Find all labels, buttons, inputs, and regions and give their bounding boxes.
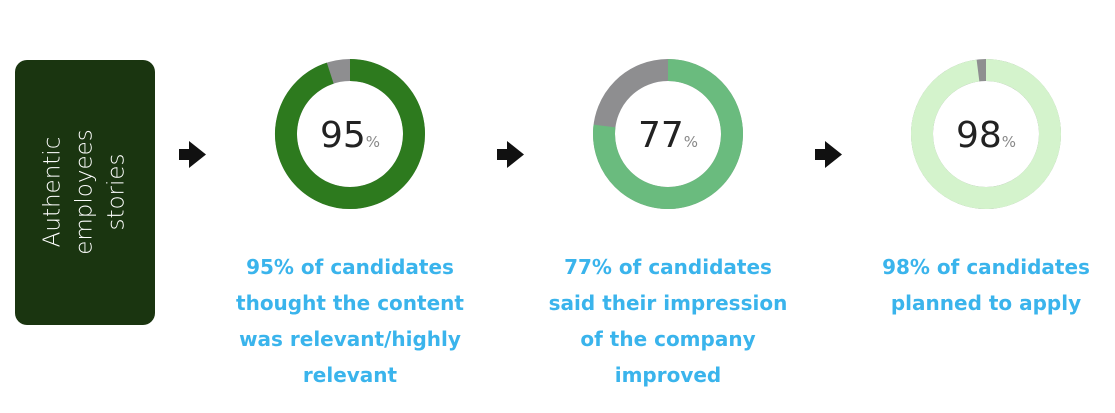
value-number: 98 — [956, 115, 1002, 156]
arrow — [179, 141, 206, 168]
donut-value: 95% — [320, 115, 380, 156]
arrow-shaft — [179, 149, 191, 160]
value-number: 95 — [320, 115, 366, 156]
arrow-shaft — [815, 149, 827, 160]
arrow-shaft — [497, 149, 509, 160]
donut-arc — [593, 59, 743, 209]
caption: 98% of candidates planned to apply — [882, 255, 1090, 315]
donut-arc — [275, 59, 425, 209]
caption: 77% of candidates said their impression … — [548, 255, 788, 387]
value-unit: % — [366, 133, 380, 151]
donut-value: 98% — [956, 115, 1016, 156]
donut-value: 77% — [638, 115, 698, 156]
arrow-head — [507, 141, 524, 168]
arrow — [815, 141, 842, 168]
arrow-head — [189, 141, 206, 168]
value-unit: % — [684, 133, 698, 151]
arrow-head — [825, 141, 842, 168]
caption: 95% of candidates thought the content wa… — [236, 255, 464, 387]
arrow — [497, 141, 524, 168]
value-unit: % — [1002, 133, 1016, 151]
donut-arc — [911, 59, 1061, 209]
value-number: 77 — [638, 115, 684, 156]
label-box — [15, 60, 155, 325]
